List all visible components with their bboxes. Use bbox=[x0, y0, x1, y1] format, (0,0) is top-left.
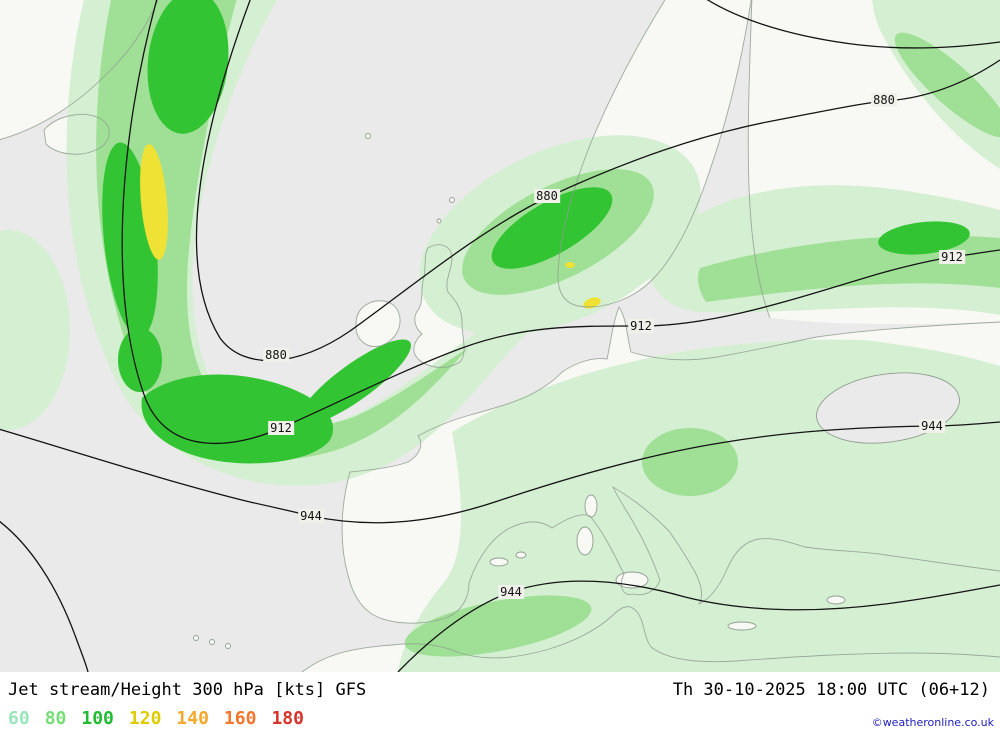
contour-label-944: 944 bbox=[498, 585, 524, 599]
legend-footer: Jet stream/Height 300 hPa [kts] GFS Th 3… bbox=[0, 672, 1000, 733]
copyright-link[interactable]: ©weatheronline.co.uk bbox=[871, 716, 994, 729]
map-datetime: Th 30-10-2025 18:00 UTC (06+12) bbox=[672, 680, 990, 700]
coastline-layer bbox=[0, 0, 1000, 672]
contour-label-912: 912 bbox=[628, 319, 654, 333]
scale-value-140: 140 bbox=[176, 708, 209, 729]
scale-value-120: 120 bbox=[128, 708, 162, 729]
meta-row: Jet stream/Height 300 hPa [kts] GFS Th 3… bbox=[8, 680, 990, 700]
contour-label-912: 912 bbox=[939, 250, 965, 264]
contour-label-944: 944 bbox=[919, 419, 945, 433]
map-canvas: 880 880 880 912 912 912 944 944 944 bbox=[0, 0, 1000, 672]
map-title: Jet stream/Height 300 hPa [kts] GFS bbox=[8, 680, 367, 700]
contour-label-880: 880 bbox=[871, 93, 897, 107]
scale-value-80: 80 bbox=[44, 708, 67, 729]
scale-value-60: 60 bbox=[8, 708, 30, 729]
map-svg bbox=[0, 0, 1000, 672]
scale-value-100: 100 bbox=[81, 708, 114, 729]
scale-value-180: 180 bbox=[271, 708, 304, 729]
scale-value-160: 160 bbox=[223, 708, 257, 729]
contour-label-880: 880 bbox=[534, 189, 560, 203]
contour-label-912: 912 bbox=[268, 421, 294, 435]
speed-scale: 60 80 100 120 140 160 180 bbox=[8, 708, 319, 729]
contour-label-944: 944 bbox=[298, 509, 324, 523]
contour-label-880: 880 bbox=[263, 348, 289, 362]
